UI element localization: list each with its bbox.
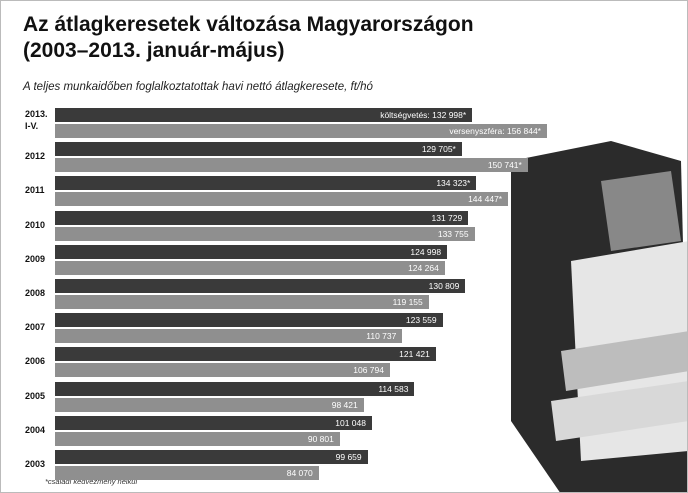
data-label: 106 794 (353, 363, 384, 377)
bar (55, 176, 476, 190)
data-label: 98 421 (332, 398, 358, 412)
page: Az átlagkeresetek változása Magyarország… (0, 0, 688, 493)
bar (55, 261, 445, 275)
chart-subtitle: A teljes munkaidőben foglalkoztatottak h… (23, 81, 373, 93)
data-label: 119 155 (393, 295, 423, 309)
bar (55, 416, 372, 430)
data-label: 101 048 (335, 416, 366, 430)
bar (55, 295, 429, 309)
bar (55, 245, 447, 259)
data-label: 133 755 (438, 227, 469, 241)
bar (55, 450, 368, 464)
bar (55, 227, 475, 241)
chart-title: Az átlagkeresetek változása Magyarország… (23, 13, 474, 37)
data-label: 84 070 (287, 466, 313, 480)
chart-title: (2003–2013. január-május) (23, 39, 284, 63)
bar (55, 347, 436, 361)
data-label: 144 447* (468, 192, 502, 206)
data-label: 99 659 (336, 450, 362, 464)
data-label: 129 705* (422, 142, 456, 156)
bar (55, 211, 468, 225)
bar (55, 279, 465, 293)
bar (55, 142, 462, 156)
wallet-photo (441, 121, 688, 493)
data-label: 124 264 (408, 261, 439, 275)
data-label: 134 323* (436, 176, 470, 190)
bar (55, 382, 414, 396)
data-label: versenyszféra: 156 844* (449, 124, 541, 138)
bar (55, 329, 402, 343)
data-label: 124 998 (410, 245, 441, 259)
data-label: 123 559 (406, 313, 437, 327)
bar (55, 466, 319, 480)
bar (55, 313, 443, 327)
data-label: 150 741* (488, 158, 522, 172)
data-label: 121 421 (399, 347, 430, 361)
bar (55, 158, 528, 172)
data-label: 110 737 (366, 329, 396, 343)
data-label: 114 583 (378, 382, 408, 396)
data-label: költségvetés: 132 998* (380, 108, 466, 122)
data-label: 130 809 (429, 279, 460, 293)
bar (55, 192, 508, 206)
data-label: 90 801 (308, 432, 334, 446)
bar (55, 432, 340, 446)
bar (55, 398, 364, 412)
data-label: 131 729 (431, 211, 462, 225)
bar (55, 363, 390, 377)
